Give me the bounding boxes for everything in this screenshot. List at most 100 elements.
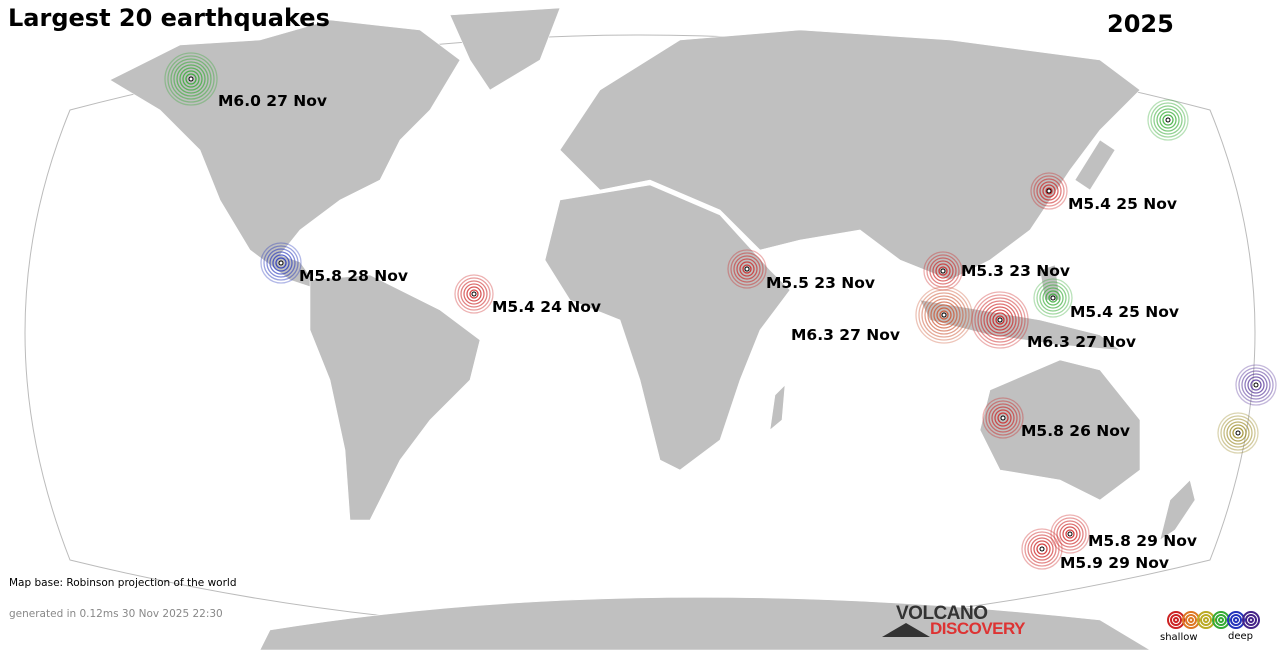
- earthquake-ring: [983, 303, 1017, 337]
- volcanodiscovery-logo[interactable]: VOLCANO DISCOVERY: [880, 603, 1040, 643]
- earthquake-marker[interactable]: [164, 52, 218, 106]
- earthquake-ring: [1241, 370, 1271, 400]
- earthquake-ring: [1244, 373, 1268, 397]
- earthquake-marker[interactable]: [1235, 364, 1277, 406]
- epicenter-dot: [1253, 382, 1259, 388]
- earthquake-ring: [170, 58, 212, 100]
- legend-depth-ring: [1185, 614, 1197, 626]
- earthquake-label: M5.5 23 Nov: [766, 274, 875, 292]
- earthquake-ring: [463, 283, 485, 305]
- earthquake-ring: [176, 64, 206, 94]
- earthquake-ring: [985, 400, 1021, 436]
- earthquake-ring: [1250, 379, 1262, 391]
- legend-depth-ring: [1233, 617, 1239, 623]
- depth-legend-rings: [1167, 611, 1260, 629]
- earthquake-ring: [1021, 528, 1063, 570]
- earthquake-ring: [1053, 517, 1087, 551]
- earthquake-marker[interactable]: [971, 291, 1029, 349]
- earthquake-marker[interactable]: [1021, 528, 1063, 570]
- earthquake-ring: [1030, 172, 1068, 210]
- earthquake-ring: [991, 406, 1015, 430]
- earthquake-ring: [733, 255, 761, 283]
- earthquake-label: M6.0 27 Nov: [218, 92, 327, 110]
- epicenter-dot: [278, 260, 284, 266]
- earthquake-marker[interactable]: [1030, 172, 1068, 210]
- year-label: 2025: [1107, 10, 1174, 38]
- legend-depth-ring: [1170, 614, 1182, 626]
- legend-depth-ring: [1248, 617, 1254, 623]
- epicenter-dot: [997, 317, 1003, 323]
- earthquake-ring: [1024, 531, 1060, 567]
- legend-depth-ring: [1173, 617, 1179, 623]
- legend-depth-ring: [1200, 614, 1212, 626]
- earthquake-marker[interactable]: [727, 249, 767, 289]
- earthquake-ring: [1059, 523, 1081, 545]
- earthquake-ring: [971, 291, 1029, 349]
- earthquake-ring: [736, 258, 758, 280]
- earthquake-ring: [933, 304, 955, 326]
- earthquake-ring: [986, 306, 1014, 334]
- earthquake-label: M5.4 25 Nov: [1070, 303, 1179, 321]
- legend-depth-ring: [1245, 614, 1257, 626]
- earthquake-ring: [930, 301, 958, 329]
- earthquake-ring: [1045, 290, 1061, 306]
- epicenter-dot: [1165, 117, 1171, 123]
- earthquake-ring: [727, 249, 767, 289]
- earthquake-ring: [992, 312, 1008, 328]
- earthquake-marker[interactable]: [923, 251, 963, 291]
- earthquake-ring: [915, 286, 973, 344]
- earthquake-ring: [1036, 178, 1062, 204]
- earthquake-marker[interactable]: [1033, 278, 1073, 318]
- earthquake-ring: [926, 254, 960, 288]
- logo-top-text: VOLCANO: [896, 603, 988, 624]
- earthquake-label: M5.4 24 Nov: [492, 298, 601, 316]
- earthquake-ring: [1232, 427, 1244, 439]
- earthquake-ring: [994, 409, 1012, 427]
- volcano-icon: [882, 623, 930, 637]
- earthquake-ring: [924, 295, 964, 335]
- epicenter-dot: [1067, 531, 1073, 537]
- earthquake-marker[interactable]: [982, 397, 1024, 439]
- earthquake-ring: [272, 254, 290, 272]
- earthquake-label: M6.3 27 Nov: [791, 326, 900, 344]
- earthquake-label: M5.8 29 Nov: [1088, 532, 1197, 550]
- earthquake-marker[interactable]: [260, 242, 302, 284]
- earthquake-ring: [1033, 278, 1073, 318]
- earthquake-ring: [936, 307, 952, 323]
- earthquake-label: M5.9 29 Nov: [1060, 554, 1169, 572]
- epicenter-dot: [471, 291, 477, 297]
- epicenter-dot: [941, 312, 947, 318]
- africa: [544, 184, 791, 471]
- epicenter-dot: [940, 268, 946, 274]
- earthquake-ring: [275, 257, 287, 269]
- earthquake-ring: [173, 61, 209, 97]
- earthquake-ring: [466, 286, 482, 302]
- earthquake-ring: [1162, 114, 1174, 126]
- earthquake-ring: [997, 412, 1009, 424]
- epicenter-dot: [1039, 546, 1045, 552]
- earthquake-ring: [1048, 293, 1058, 303]
- earthquake-marker[interactable]: [915, 286, 973, 344]
- earthquake-ring: [977, 297, 1023, 343]
- legend-shallow: shallow: [1160, 632, 1198, 643]
- earthquake-marker[interactable]: [1147, 99, 1189, 141]
- australia: [979, 359, 1141, 501]
- earthquake-marker[interactable]: [454, 274, 494, 314]
- earthquake-ring: [167, 55, 215, 103]
- earthquake-ring: [938, 266, 948, 276]
- earthquake-marker[interactable]: [1217, 412, 1259, 454]
- earthquake-ring: [1153, 105, 1183, 135]
- earthquake-label: M6.3 27 Nov: [1027, 333, 1136, 351]
- logo-bottom-text: DISCOVERY: [930, 619, 1026, 638]
- legend-depth-ring: [1230, 614, 1242, 626]
- earthquake-marker[interactable]: [1050, 514, 1090, 554]
- earthquake-ring: [918, 289, 970, 341]
- earthquake-ring: [1247, 376, 1265, 394]
- earthquake-ring: [921, 292, 967, 338]
- generated-note: generated in 0.12ms 30 Nov 2025 22:30: [9, 608, 223, 620]
- earthquake-ring: [182, 70, 200, 88]
- greenland: [449, 7, 561, 91]
- earthquake-ring: [1033, 540, 1051, 558]
- land: [109, 7, 1196, 650]
